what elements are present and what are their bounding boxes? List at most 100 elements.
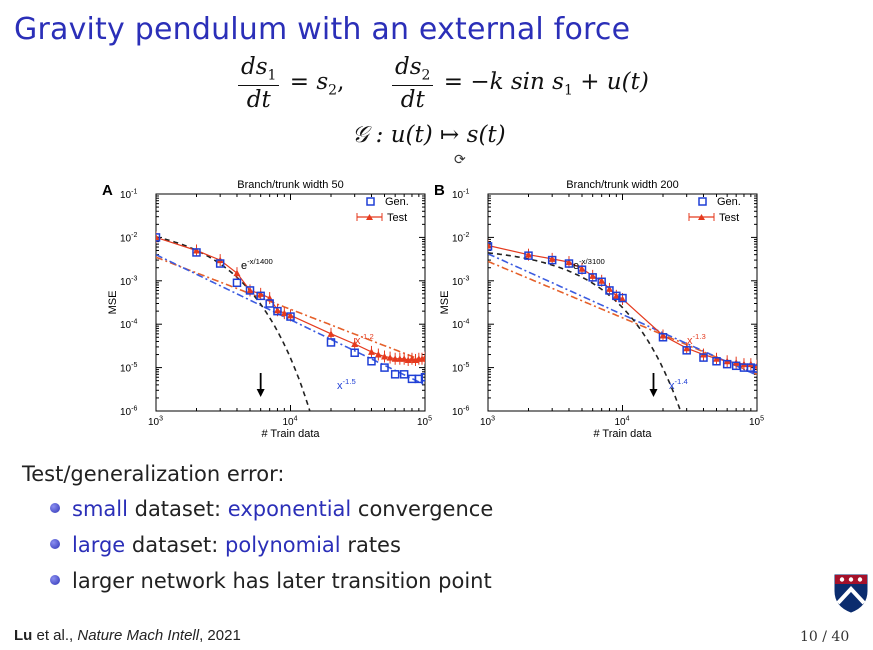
x-axis-label: # Train data [261, 428, 320, 440]
legend-test-label: Test [387, 212, 407, 224]
panel-label-a: A [102, 182, 113, 199]
bullet-text: larger network has later transition poin… [72, 569, 492, 593]
test-point [400, 355, 408, 362]
legend-test-marker [698, 214, 705, 220]
plot-area [488, 239, 757, 411]
gen-point [605, 286, 614, 295]
eq-sub2: 2 [421, 67, 431, 84]
eq-num2: ds [395, 54, 422, 80]
plot-frame [155, 193, 426, 412]
citation: Lu et al., Nature Mach Intell, 2021 [14, 627, 241, 644]
gen-point [367, 357, 376, 366]
x-tick-label: 104 [283, 416, 298, 429]
test-point [381, 353, 389, 360]
citation-author: Lu [14, 627, 33, 644]
test-point [589, 272, 597, 279]
legend-gen-marker [698, 197, 707, 206]
bullet-item: larger network has later transition poin… [50, 569, 492, 593]
test-point [367, 348, 375, 355]
gen-point [712, 357, 721, 366]
bullet-text: convergence [351, 497, 494, 521]
test-point [391, 355, 399, 362]
gen-point [156, 233, 161, 242]
bullet-text: polynomial [225, 533, 341, 557]
y-tick-label: 10-2 [120, 232, 137, 245]
gen-point [256, 291, 265, 301]
gen-point [722, 359, 732, 369]
bullet-text: exponential [227, 497, 352, 521]
y-tick-label: 10-6 [120, 406, 137, 419]
y-tick-label: 10-4 [120, 319, 137, 332]
legend-gen-marker [366, 197, 375, 206]
y-tick-label: 10-5 [120, 362, 137, 375]
gen-point [547, 255, 557, 265]
transition-arrow-head [256, 389, 265, 397]
gen-point [273, 306, 282, 316]
eq-rhs1-sub: 2 [328, 82, 338, 99]
bullet-text: large [72, 533, 126, 557]
bullet-dot-icon [50, 539, 60, 549]
eq-rhs2-b: + u(t) [572, 69, 649, 96]
bullet-item: large dataset: polynomial rates [50, 533, 401, 557]
y-tick-label: 10-5 [452, 362, 469, 375]
legend-test-marker [366, 214, 373, 220]
gen-point [245, 286, 255, 295]
transition-arrow-head [649, 389, 658, 397]
eq-rhs1: = s2, [290, 69, 345, 99]
test-point [374, 351, 382, 358]
fit-line-exponential [156, 236, 311, 411]
test-point [612, 292, 620, 299]
test-point [598, 277, 606, 284]
gen-point [488, 242, 493, 251]
gen-point [658, 333, 668, 342]
gen-point [380, 363, 389, 372]
fit-line-red [156, 256, 425, 363]
cursor-icon: ⟳ [454, 152, 466, 168]
test-point [565, 258, 573, 266]
annotation-exponential: e-x/1400 [241, 257, 273, 272]
eq-sep: , [337, 69, 345, 96]
fit-line-blue [156, 253, 425, 386]
annotation-red-rate: x-1.2 [355, 332, 374, 347]
chart-title: Branch/trunk width 200 [566, 179, 679, 191]
test-point [192, 246, 200, 254]
test-series-line [488, 244, 757, 367]
test-point [287, 311, 294, 319]
eq-rhs2-a: = −k sin s [443, 69, 564, 96]
test-point [578, 265, 586, 272]
legend-gen-label: Gen. [717, 196, 741, 208]
y-tick-label: 10-1 [452, 189, 469, 202]
university-shield-logo [834, 574, 868, 613]
test-point [273, 306, 281, 314]
test-point [280, 309, 288, 317]
citation-journal: Nature Mach Intell [77, 627, 200, 644]
gen-point [731, 361, 741, 371]
y-tick-label: 10-2 [452, 232, 469, 245]
bullet-item: small dataset: exponential convergence [50, 497, 493, 521]
annotation-blue-rate: x-1.5 [337, 377, 356, 392]
gen-point [588, 273, 597, 282]
gen-point [414, 374, 424, 384]
gen-point [746, 363, 756, 372]
eq-den1: dt [246, 86, 271, 113]
y-tick-label: 10-4 [452, 319, 469, 332]
annotation-blue-rate: x-1.4 [669, 377, 688, 392]
gen-point [265, 299, 274, 308]
gen-point [399, 370, 409, 379]
slide-title: Gravity pendulum with an external force [14, 12, 631, 47]
chart-title: Branch/trunk width 50 [237, 179, 343, 191]
test-point [351, 340, 359, 347]
panel-label-b: B [434, 182, 445, 199]
gen-point [612, 291, 621, 301]
gen-point [752, 364, 757, 373]
plot-area [156, 231, 425, 411]
gen-point [597, 277, 606, 287]
test-point [421, 354, 425, 361]
annotation-exponential: e-x/3100 [573, 257, 605, 272]
chart-panel-b: B Branch/trunk width 200 10-6 10-5 10-4 10-3… [432, 176, 777, 450]
chart-panel-a: A Branch/trunk width 50 10-6 10-5 10-4 10-3 1… [100, 176, 445, 450]
gen-point [232, 278, 242, 288]
citation-middle: et al., [32, 627, 78, 644]
annotation-red-rate: x-1.3 [687, 332, 706, 347]
test-point [386, 354, 394, 361]
